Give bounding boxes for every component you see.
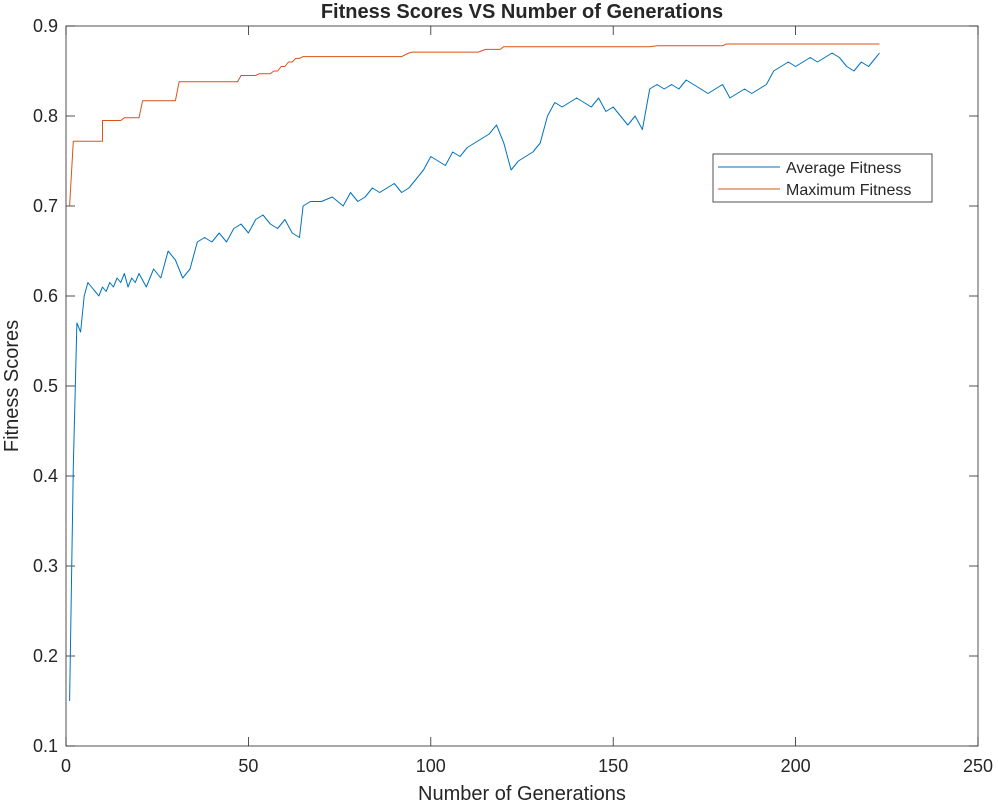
y-axis-label: Fitness Scores: [1, 320, 23, 452]
y-tick-label: 0.9: [33, 16, 58, 36]
series-layer: [69, 43, 880, 702]
y-tick-label: 0.1: [33, 736, 58, 756]
x-tick-label: 250: [963, 756, 993, 776]
x-tick-label: 50: [238, 756, 258, 776]
series-line-average-fitness: [69, 52, 880, 702]
legend: Average Fitness Maximum Fitness: [712, 153, 933, 203]
legend-box: [712, 153, 933, 203]
x-axis-label: Number of Generations: [418, 783, 626, 803]
y-tick-label: 0.7: [33, 196, 58, 216]
x-tick-label: 100: [416, 756, 446, 776]
series-line-maximum-fitness: [69, 43, 880, 207]
y-tick-label: 0.2: [33, 646, 58, 666]
y-tick-label: 0.4: [33, 466, 58, 486]
axes-box: [65, 25, 979, 747]
chart-title: Fitness Scores VS Number of Generations: [321, 1, 723, 23]
y-tick-label: 0.6: [33, 286, 58, 306]
plot-area: [66, 26, 978, 746]
legend-label-average-fitness: Average Fitness: [786, 160, 901, 177]
x-tick-label: 0: [61, 756, 71, 776]
legend-label-maximum-fitness: Maximum Fitness: [786, 182, 911, 199]
x-tick-label: 200: [781, 756, 811, 776]
ticks-layer: 0 50 100 150 200 250 0.1 0.2 0.3 0.4 0.5 0.6 0.7 0.8 0…: [33, 16, 993, 776]
y-tick-label: 0.5: [33, 376, 58, 396]
y-tick-label: 0.8: [33, 106, 58, 126]
y-tick-label: 0.3: [33, 556, 58, 576]
x-tick-label: 150: [598, 756, 628, 776]
